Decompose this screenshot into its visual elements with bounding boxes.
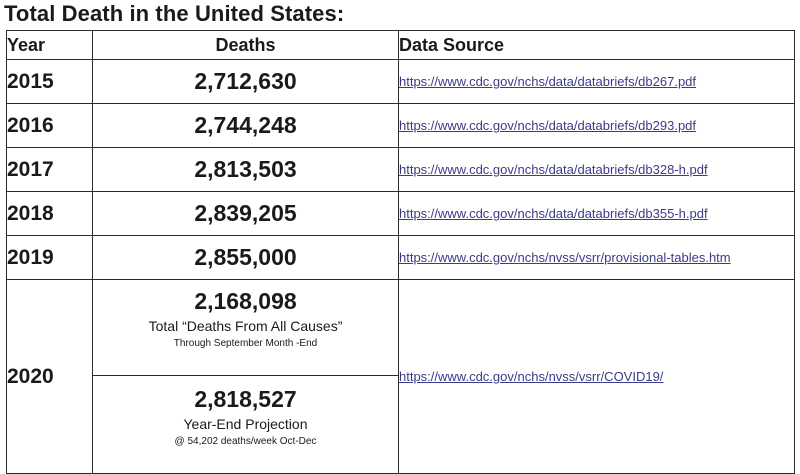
source-link[interactable]: https://www.cdc.gov/nchs/data/databriefs… (399, 206, 708, 221)
source-cell: https://www.cdc.gov/nchs/data/databriefs… (398, 147, 795, 192)
source-link[interactable]: https://www.cdc.gov/nchs/data/databriefs… (399, 118, 697, 133)
column-header-deaths: Deaths (92, 30, 399, 60)
table-row: 2015 2,712,630 https://www.cdc.gov/nchs/… (6, 59, 795, 104)
column-header-data-source: Data Source (398, 30, 795, 60)
year-cell: 2017 (6, 147, 93, 192)
source-cell: https://www.cdc.gov/nchs/data/databriefs… (398, 103, 795, 148)
deaths-cell-through-september: 2,168,098 Total “Deaths From All Causes”… (92, 279, 399, 376)
source-cell: https://www.cdc.gov/nchs/data/databriefs… (398, 191, 795, 236)
deaths-note: @ 54,202 deaths/week Oct-Dec (174, 436, 317, 447)
year-cell-2020: 2020 (6, 279, 93, 474)
deaths-value: 2,168,098 (194, 288, 297, 314)
table-row-2020-part1: 2020 2,168,098 Total “Deaths From All Ca… (6, 279, 795, 474)
source-link[interactable]: https://www.cdc.gov/nchs/data/databriefs… (399, 74, 697, 89)
deaths-cell: 2,813,503 (92, 147, 399, 192)
source-cell: https://www.cdc.gov/nchs/data/databriefs… (398, 59, 795, 104)
deaths-value: 2,818,527 (194, 386, 297, 412)
deaths-table: Year Deaths Data Source 2015 2,712,630 h… (6, 30, 795, 474)
source-link[interactable]: https://www.cdc.gov/nchs/nvss/vsrr/provi… (399, 250, 731, 265)
year-cell: 2018 (6, 191, 93, 236)
deaths-cell: 2,839,205 (92, 191, 399, 236)
source-link[interactable]: https://www.cdc.gov/nchs/nvss/vsrr/COVID… (399, 369, 664, 384)
column-header-year: Year (6, 30, 93, 60)
source-link[interactable]: https://www.cdc.gov/nchs/data/databriefs… (399, 162, 708, 177)
deaths-cell: 2,855,000 (92, 235, 399, 280)
deaths-note: Through September Month -End (173, 338, 318, 349)
page-title: Total Death in the United States: (4, 1, 345, 26)
year-cell: 2019 (6, 235, 93, 280)
deaths-cell: 2,744,248 (92, 103, 399, 148)
table-row: 2018 2,839,205 https://www.cdc.gov/nchs/… (6, 191, 795, 236)
deaths-label: Year-End Projection (183, 416, 308, 432)
table-row: 2017 2,813,503 https://www.cdc.gov/nchs/… (6, 147, 795, 192)
deaths-cell-year-end-projection: 2,818,527 Year-End Projection @ 54,202 d… (92, 375, 399, 474)
source-cell-2020: https://www.cdc.gov/nchs/nvss/vsrr/COVID… (398, 279, 795, 474)
year-cell: 2015 (6, 59, 93, 104)
table-row-2020-part2: 2,818,527 Year-End Projection @ 54,202 d… (7, 375, 795, 474)
table-row: 2019 2,855,000 https://www.cdc.gov/nchs/… (6, 235, 795, 280)
table-header-row: Year Deaths Data Source (6, 30, 795, 60)
year-cell: 2016 (6, 103, 93, 148)
deaths-cell: 2,712,630 (92, 59, 399, 104)
table-row: 2016 2,744,248 https://www.cdc.gov/nchs/… (6, 103, 795, 148)
deaths-label: Total “Deaths From All Causes” (148, 318, 343, 334)
source-cell: https://www.cdc.gov/nchs/nvss/vsrr/provi… (398, 235, 795, 280)
